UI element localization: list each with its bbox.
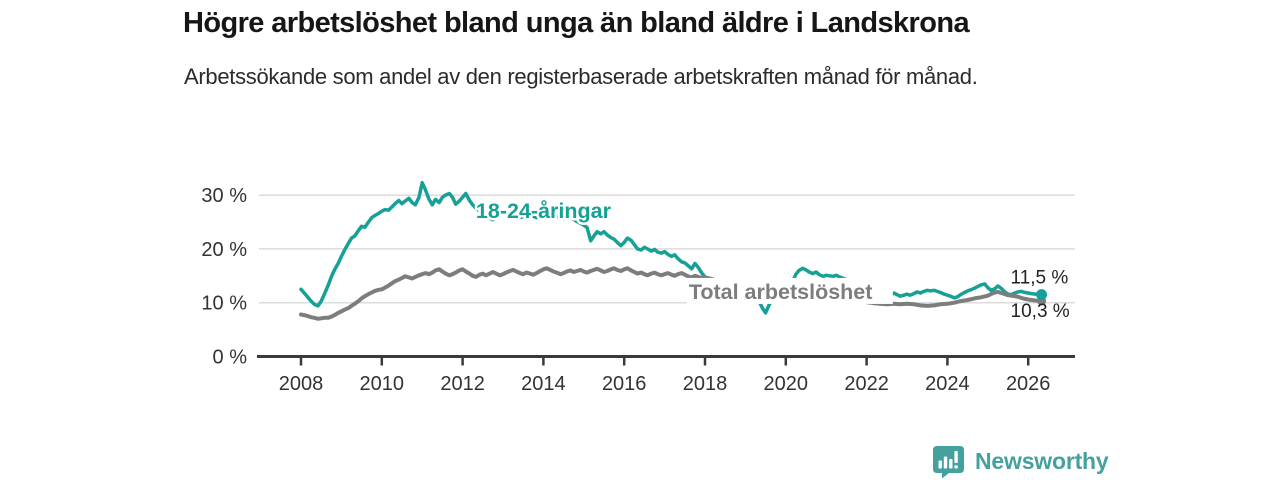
y-tick-label-20: 20 % (201, 239, 247, 261)
x-tick-label-2020: 2020 (764, 373, 809, 395)
x-tick-label-2008: 2008 (279, 373, 324, 395)
series-line-0 (299, 180, 1044, 315)
newsworthy-brand: Newsworthy (931, 444, 1109, 479)
x-tick-label-2022: 2022 (844, 373, 889, 395)
chart-title: Högre arbetslöshet bland unga än bland ä… (183, 7, 970, 39)
logo-bubble-shape (933, 446, 964, 479)
x-tick-label-2026: 2026 (1006, 373, 1051, 395)
chart-subtitle: Arbetssökande som andel av den registerb… (184, 64, 978, 89)
logo-bars-glyph (938, 451, 958, 469)
y-tick-label-30: 30 % (201, 185, 247, 207)
y-tick-label-0: 0 % (213, 347, 248, 369)
x-tick-label-2024: 2024 (925, 373, 970, 395)
series-end-dot-0 (1036, 289, 1048, 301)
y-tick-label-10: 10 % (201, 293, 247, 315)
x-tick-label-2012: 2012 (440, 373, 485, 395)
end-value-label-0: 11,5 % (1011, 268, 1069, 289)
newsworthy-logo-icon (933, 446, 964, 479)
x-tick-label-2016: 2016 (602, 373, 647, 395)
end-value-label-1: 10,3 % (1011, 301, 1070, 322)
series-label-0: 18-24-åringar (476, 199, 612, 223)
series-label-1: Total arbetslöshet (689, 280, 873, 304)
series-line-1 (299, 266, 1044, 321)
x-tick-label-2014: 2014 (521, 373, 566, 395)
series-label-mask-1 (686, 277, 893, 304)
newsworthy-brand-name: Newsworthy (975, 448, 1109, 474)
x-tick-label-2010: 2010 (360, 373, 405, 395)
x-tick-label-2018: 2018 (683, 373, 728, 395)
